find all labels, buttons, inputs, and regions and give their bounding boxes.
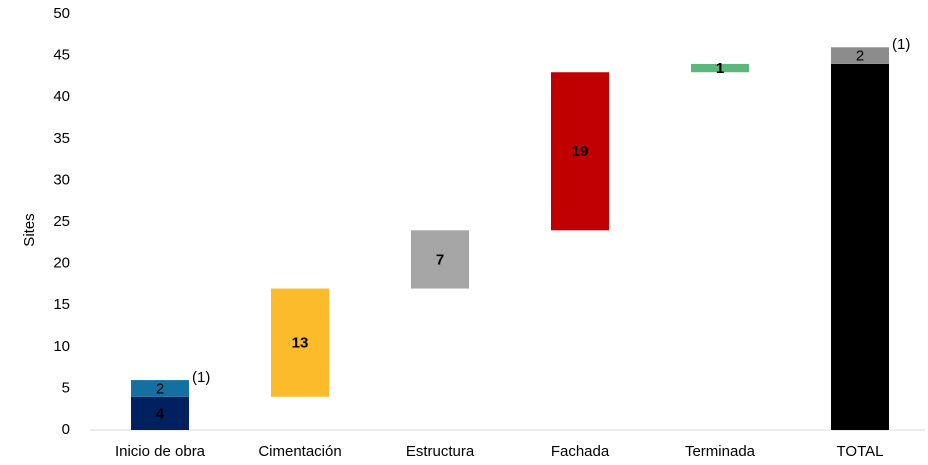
bar-segment xyxy=(131,396,189,430)
bar-segment xyxy=(551,72,609,231)
data-label: 4 xyxy=(156,405,165,422)
y-tick-label: 20 xyxy=(53,255,70,272)
x-tick-label: Inicio de obra xyxy=(115,443,206,460)
data-label: 7 xyxy=(436,251,444,268)
data-label: 2 xyxy=(156,380,164,397)
y-tick-label: 5 xyxy=(62,379,70,396)
y-tick-label: 30 xyxy=(53,171,70,188)
footnote-mark: (1) xyxy=(892,36,910,53)
bar-segment xyxy=(411,230,469,289)
y-tick-label: 10 xyxy=(53,338,70,355)
x-tick-label: Cimentación xyxy=(258,443,341,460)
y-tick-label: 15 xyxy=(53,296,70,313)
y-tick-label: 25 xyxy=(53,213,70,230)
data-label: 2 xyxy=(856,48,864,65)
x-tick-label: TOTAL xyxy=(837,443,884,460)
data-label: 44 xyxy=(852,239,869,256)
y-tick-label: 50 xyxy=(53,5,70,22)
y-tick-label: 45 xyxy=(53,47,70,64)
bar-segment xyxy=(831,63,889,431)
bar-segment xyxy=(131,380,189,397)
bar-segment xyxy=(271,288,329,397)
x-tick-label: Fachada xyxy=(551,443,610,460)
data-label: 13 xyxy=(292,335,309,352)
footnote-mark: (1) xyxy=(192,369,210,386)
x-tick-label: Terminada xyxy=(685,443,756,460)
y-tick-label: 40 xyxy=(53,88,70,105)
y-axis-label: Sites xyxy=(21,213,38,246)
y-tick-label: 0 xyxy=(62,421,70,438)
data-label: 19 xyxy=(572,143,589,160)
x-tick-label: Estructura xyxy=(406,443,475,460)
bar-segment xyxy=(691,63,749,73)
y-tick-label: 35 xyxy=(53,130,70,147)
bar-segment xyxy=(831,47,889,64)
data-label: 1 xyxy=(716,60,724,77)
